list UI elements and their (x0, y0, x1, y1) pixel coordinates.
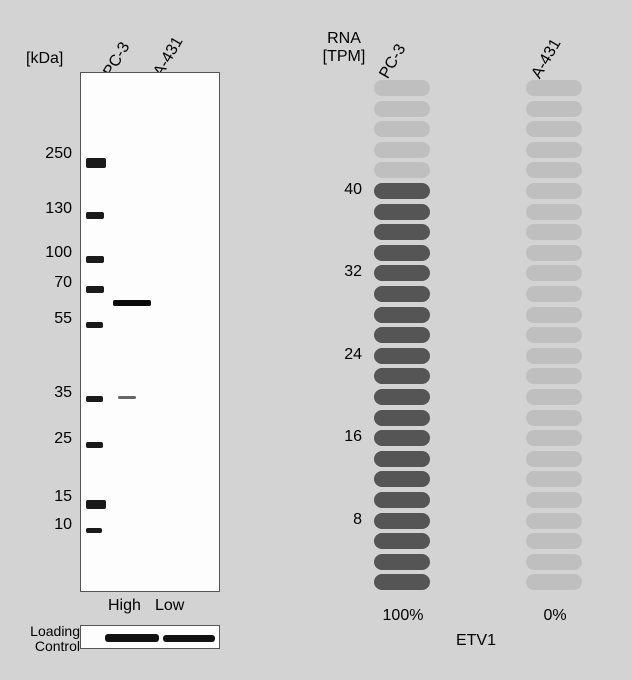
rna-pill (374, 513, 430, 529)
rna-pill (374, 389, 430, 405)
rna-pill (526, 142, 582, 158)
rna-lane1-label: PC-3 (376, 41, 410, 82)
marker-label: 55 (22, 310, 72, 328)
rna-pill (374, 162, 430, 178)
rna-pill (526, 430, 582, 446)
pct-lane2: 0% (520, 607, 590, 625)
rna-pill (526, 554, 582, 570)
rna-pill (526, 224, 582, 240)
rna-lane2-label: A-431 (528, 36, 565, 82)
rna-pill (374, 348, 430, 364)
gene-name: ETV1 (386, 632, 566, 650)
marker-label: 35 (22, 384, 72, 402)
loading-band-lane2 (163, 635, 215, 642)
rna-pill (374, 492, 430, 508)
rna-tick-label: 40 (328, 181, 362, 199)
rna-pill (526, 513, 582, 529)
rna-pill (526, 368, 582, 384)
marker-label: 25 (22, 430, 72, 448)
sample-band (118, 396, 136, 399)
rna-pill (526, 533, 582, 549)
rna-header: RNA [TPM] (316, 30, 372, 65)
rna-pill (526, 121, 582, 137)
rna-tick-label: 32 (328, 263, 362, 281)
ladder-band (86, 528, 102, 533)
marker-label: 10 (22, 516, 72, 534)
marker-label: 250 (22, 145, 72, 163)
rna-pill (374, 451, 430, 467)
rna-header-line2: [TPM] (323, 48, 366, 65)
loading-band-lane1 (105, 634, 159, 642)
rna-pill (374, 471, 430, 487)
rna-pill (526, 389, 582, 405)
rna-pill (374, 574, 430, 590)
rna-pill (374, 121, 430, 137)
rna-pill (374, 533, 430, 549)
rna-tick-label: 24 (328, 346, 362, 364)
ladder-band (86, 500, 106, 509)
rna-pill (526, 471, 582, 487)
rna-pill (374, 183, 430, 199)
ladder-band (86, 286, 104, 293)
rna-pill (374, 410, 430, 426)
rna-pill (526, 286, 582, 302)
rna-pill (374, 224, 430, 240)
rna-pill (526, 245, 582, 261)
rna-pill (374, 142, 430, 158)
marker-label: 70 (22, 274, 72, 292)
rna-header-line1: RNA (327, 30, 361, 47)
pct-lane1: 100% (368, 607, 438, 625)
rna-pill (526, 265, 582, 281)
rna-pill (526, 410, 582, 426)
rna-tick-label: 16 (328, 428, 362, 446)
rna-pill (374, 368, 430, 384)
rna-pill (526, 307, 582, 323)
rna-pill (374, 80, 430, 96)
figure-container: [kDa] PC-3 A-431 High Low LoadingControl… (0, 0, 631, 680)
ladder-band (86, 442, 103, 448)
rna-pill (526, 348, 582, 364)
loading-control-box (80, 625, 220, 649)
sample-band (113, 300, 151, 306)
rna-pill (526, 101, 582, 117)
rna-pill (374, 307, 430, 323)
rna-pill (374, 265, 430, 281)
marker-label: 100 (22, 244, 72, 262)
rna-pill (374, 327, 430, 343)
rna-pill (374, 554, 430, 570)
ladder-band (86, 256, 104, 263)
marker-label: 15 (22, 488, 72, 506)
high-label: High (108, 597, 141, 615)
ladder-band (86, 396, 103, 402)
rna-pill (526, 574, 582, 590)
rna-pill (374, 286, 430, 302)
rna-pill (526, 204, 582, 220)
rna-pill (374, 245, 430, 261)
ladder-band (86, 158, 106, 168)
rna-pill (526, 80, 582, 96)
kda-header: [kDa] (26, 50, 63, 68)
low-label: Low (155, 597, 184, 615)
rna-pill (526, 492, 582, 508)
rna-pill (526, 451, 582, 467)
rna-pill (526, 162, 582, 178)
rna-pill (374, 204, 430, 220)
rna-tick-label: 8 (328, 511, 362, 529)
ladder-band (86, 212, 104, 219)
rna-pill (526, 183, 582, 199)
western-blot-box (80, 72, 220, 592)
loading-control-label: LoadingControl (8, 624, 80, 653)
rna-pill (526, 327, 582, 343)
ladder-band (86, 322, 103, 328)
marker-label: 130 (22, 200, 72, 218)
rna-pill (374, 430, 430, 446)
rna-pill (374, 101, 430, 117)
